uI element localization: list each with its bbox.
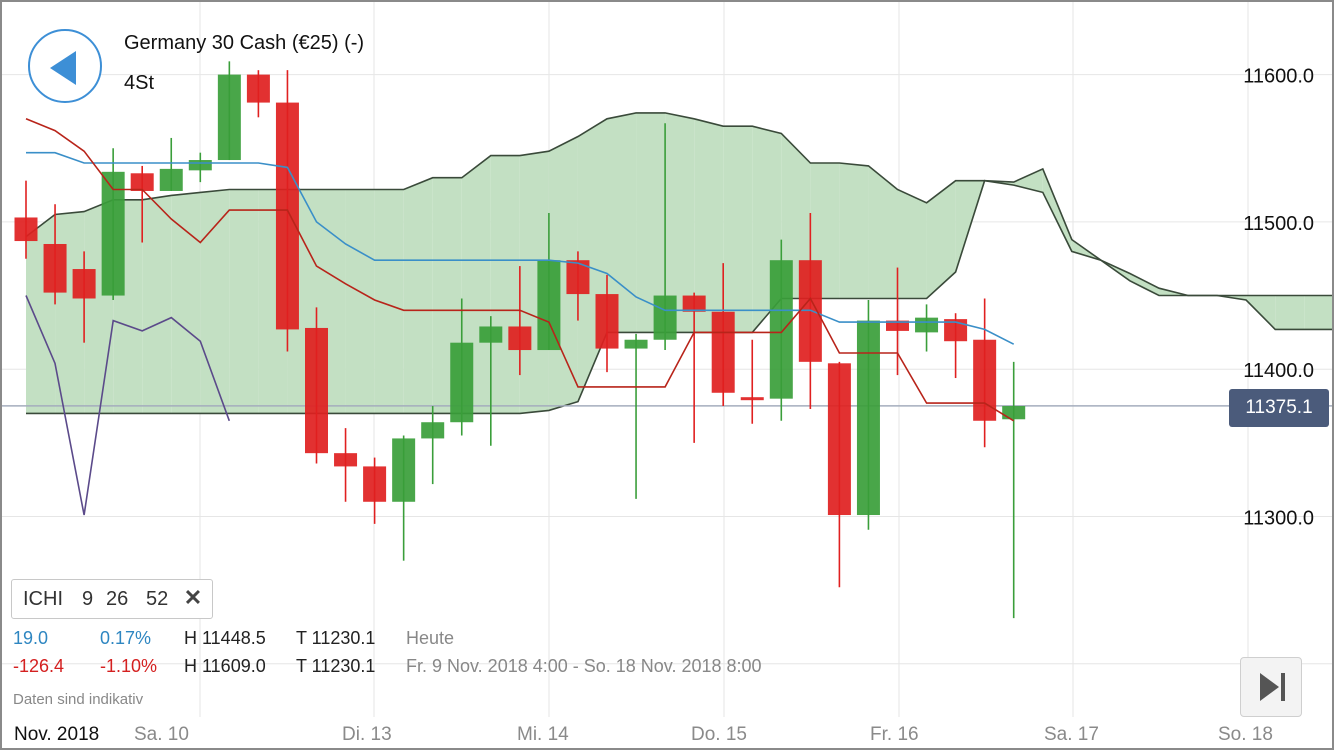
cloud-bullish-segment: [1129, 273, 1159, 296]
indicator-name: ICHI: [23, 588, 63, 610]
back-arrow-icon: [50, 51, 76, 85]
period-high: H 11609.0: [184, 656, 266, 676]
candle-body: [624, 339, 648, 349]
candle-body: [944, 319, 968, 342]
y-tick-label: 11500.0: [1243, 213, 1314, 235]
y-tick-label: 11400.0: [1243, 360, 1314, 382]
candle-body: [275, 102, 299, 330]
candle-body: [101, 171, 125, 296]
timeframe-label[interactable]: 4St: [124, 72, 155, 94]
cloud-bullish-segment: [374, 189, 404, 414]
cloud-bullish-segment: [723, 126, 753, 333]
cloud-bullish-segment: [345, 189, 375, 414]
cloud-bullish-segment: [665, 112, 695, 333]
cloud-bullish-segment: [1275, 295, 1305, 330]
today-change-pct: 0.17%: [100, 628, 152, 648]
candle-body: [217, 74, 241, 161]
candle-body: [915, 317, 939, 333]
candle-body: [566, 260, 590, 295]
close-icon[interactable]: ✕: [183, 585, 203, 610]
candle-body: [595, 294, 619, 349]
cloud-bullish-segment: [897, 189, 927, 299]
indicator-param-3: 52: [146, 588, 169, 610]
chikou-span-line: [25, 295, 231, 516]
indicator-param-2: 26: [106, 588, 129, 610]
cloud-bullish-segment: [142, 195, 172, 414]
period-change-pct: -1.10%: [100, 656, 158, 676]
cloud-bullish-segment: [490, 155, 520, 414]
today-low: T 11230.1: [296, 628, 376, 648]
indicator-chip[interactable]: ICHI 9 26 52 ✕: [11, 579, 213, 619]
x-label-4: Do. 15: [691, 724, 747, 745]
cloud-bullish-segment: [636, 112, 666, 333]
x-label-0: Nov. 2018: [14, 724, 100, 745]
y-tick-label: 11600.0: [1243, 66, 1314, 88]
cloud-bullish-segment: [1042, 168, 1072, 252]
candle-body: [246, 74, 270, 103]
candle-body: [740, 397, 764, 401]
candle-body: [653, 295, 677, 340]
x-label-3: Mi. 14: [517, 724, 569, 745]
candle-body: [711, 311, 735, 393]
x-label-2: Di. 13: [342, 724, 392, 745]
candle-body: [886, 320, 909, 331]
candle-body: [188, 160, 212, 171]
cloud-bullish-segment: [926, 180, 956, 299]
jump-to-latest-button[interactable]: [1240, 657, 1302, 717]
candle-body: [130, 173, 154, 191]
indicator-param-1: 9: [82, 588, 94, 610]
period-low: T 11230.1: [296, 656, 376, 676]
candle-body: [973, 339, 997, 421]
cloud-bullish-segment: [607, 112, 637, 333]
candle-body: [305, 327, 328, 454]
skip-to-end-icon: [1260, 673, 1285, 701]
candle-body: [1002, 406, 1026, 420]
today-high: H 11448.5: [184, 628, 266, 648]
candle-body: [72, 269, 96, 299]
today-label: Heute: [406, 628, 455, 648]
cloud-bullish-segment: [1304, 295, 1332, 330]
candle-body: [508, 326, 532, 351]
candle-body: [682, 295, 706, 312]
candle-body: [769, 260, 793, 399]
today-change: 19.0: [13, 628, 49, 648]
candle-body: [14, 217, 38, 242]
candle-body: [856, 320, 880, 516]
current-price-tag: 11375.1: [1229, 389, 1329, 427]
x-label-6: Sa. 17: [1044, 724, 1099, 745]
cloud-bullish-segment: [694, 118, 724, 333]
x-label-7: So. 18: [1218, 724, 1273, 745]
period-change: -126.4: [13, 656, 65, 676]
candle-body: [159, 168, 183, 191]
candle-body: [43, 243, 67, 293]
candle-body: [392, 438, 416, 502]
kijun-sen-line: [25, 118, 1015, 422]
cloud-bullish-segment: [200, 189, 230, 414]
cloud-bullish-segment: [229, 189, 259, 414]
cloud-bullish-segment: [868, 165, 898, 299]
x-label-5: Fr. 16: [870, 724, 919, 745]
x-label-1: Sa. 10: [134, 724, 189, 745]
instrument-title: Germany 30 Cash (€25) (-): [124, 32, 365, 54]
y-tick-label: 11300.0: [1243, 508, 1314, 530]
candle-body: [537, 260, 561, 351]
period-range: Fr. 9 Nov. 2018 4:00 - So. 18 Nov. 2018 …: [406, 656, 762, 676]
candle-body: [363, 466, 387, 502]
candle-body: [334, 453, 358, 467]
disclaimer: Daten sind indikativ: [13, 691, 144, 708]
candle-body: [827, 363, 851, 516]
back-button[interactable]: [28, 29, 102, 103]
cloud-bullish-segment: [839, 162, 869, 299]
candle-body: [450, 342, 474, 423]
candle-body: [421, 422, 445, 439]
cloud-bullish-segment: [171, 192, 201, 414]
candle-body: [479, 326, 503, 343]
cloud-bullish-segment: [403, 177, 433, 414]
cloud-bullish-segment: [781, 133, 811, 299]
tenkan-sen-line: [26, 151, 1015, 345]
